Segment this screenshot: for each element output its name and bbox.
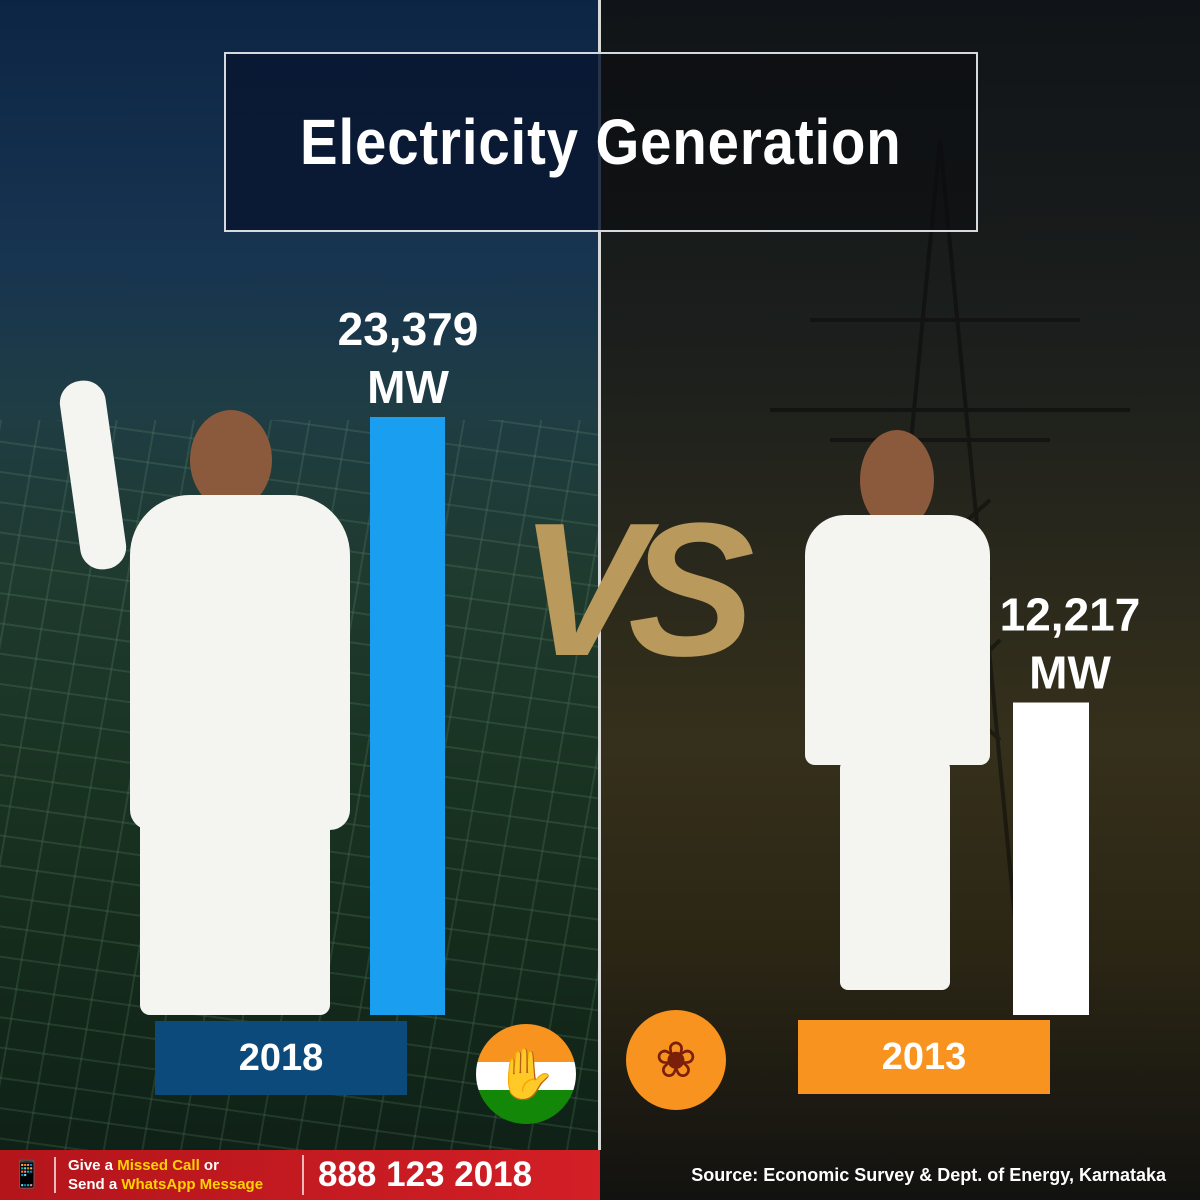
cta-highlight-1: Missed Call — [117, 1157, 200, 1174]
bar-2018 — [370, 417, 445, 1015]
footer-separator — [54, 1157, 56, 1193]
page-title: Electricity Generation — [300, 106, 902, 178]
source-text: Source: Economic Survey & Dept. of Energ… — [691, 1164, 1166, 1185]
center-divider — [598, 0, 601, 1150]
unit-label-2018: MW — [367, 361, 449, 413]
vs-label: VS — [519, 484, 754, 696]
phone-number: 888 123 2018 — [318, 1155, 533, 1194]
source-bar: Source: Economic Survey & Dept. of Energ… — [600, 1150, 1200, 1200]
unit-label-2013: MW — [1029, 647, 1111, 699]
footer-separator-2 — [302, 1155, 304, 1195]
year-badge-left: 2018 — [155, 1021, 407, 1095]
left-person-figure — [57, 320, 350, 1020]
value-label-2018: 23,379 — [338, 303, 479, 355]
title-box: Electricity Generation — [224, 52, 978, 232]
cta-prefix-2: Send a — [68, 1176, 122, 1193]
missed-call-text: Give a Missed Call or Send a WhatsApp Me… — [68, 1156, 288, 1194]
cta-highlight-2: WhatsApp Message — [121, 1176, 264, 1193]
cta-suffix-1: or — [199, 1157, 219, 1174]
right-person-figure — [800, 430, 1000, 1010]
missed-call-banner: 📱 Give a Missed Call or Send a WhatsApp … — [0, 1150, 600, 1200]
year-badge-right: 2013 — [798, 1020, 1050, 1094]
cta-prefix-1: Give a — [68, 1157, 118, 1174]
bar-2013 — [1013, 702, 1089, 1015]
bjp-logo: ❀ — [626, 1010, 726, 1110]
value-label-2013: 12,217 — [1000, 589, 1141, 641]
phone-icon: 📱 — [10, 1160, 44, 1190]
hand-icon: ✋ — [494, 1044, 558, 1103]
congress-logo: ✋ — [476, 1024, 576, 1124]
lotus-icon: ❀ — [655, 1031, 697, 1089]
